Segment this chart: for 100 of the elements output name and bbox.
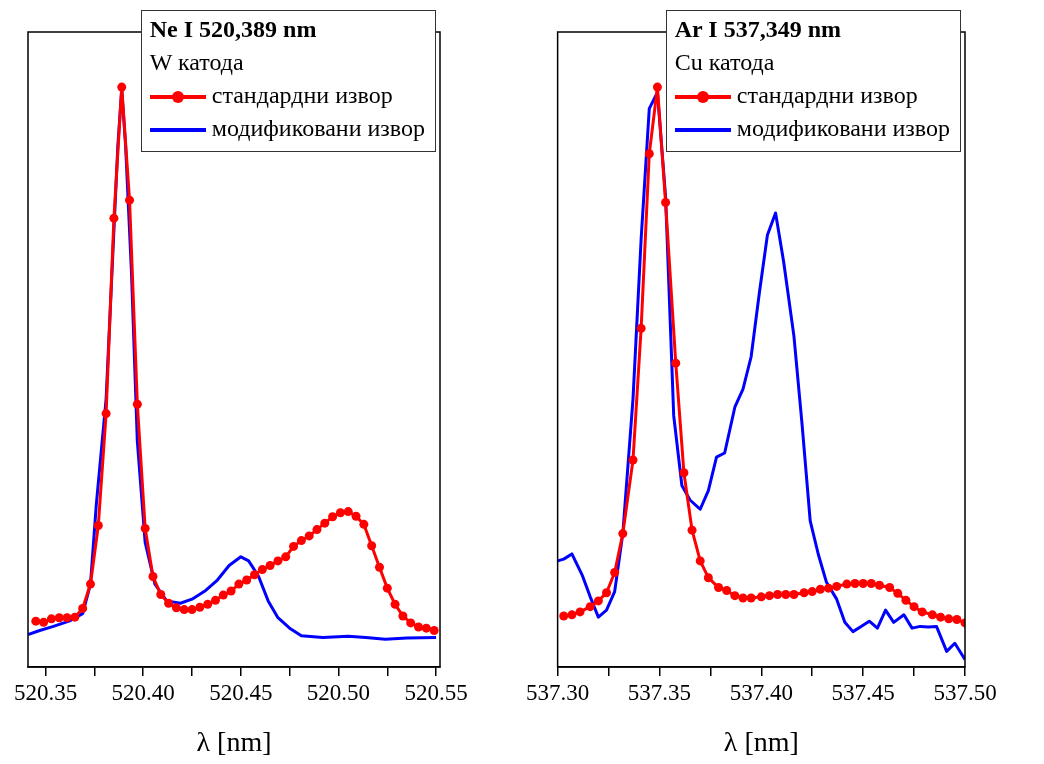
point bbox=[714, 583, 724, 593]
point bbox=[125, 195, 135, 205]
point bbox=[328, 512, 338, 522]
point bbox=[756, 592, 766, 602]
point bbox=[789, 590, 799, 600]
legend-label: стандардни извор bbox=[735, 81, 919, 110]
point bbox=[559, 611, 569, 621]
point bbox=[585, 602, 595, 612]
point bbox=[296, 536, 306, 546]
point bbox=[304, 531, 314, 541]
point bbox=[210, 595, 220, 605]
legend-label: модификовани извор bbox=[210, 114, 425, 143]
point bbox=[807, 587, 817, 597]
point bbox=[832, 581, 842, 591]
point bbox=[179, 605, 189, 615]
point bbox=[738, 593, 748, 603]
point bbox=[866, 578, 876, 588]
point bbox=[421, 623, 431, 633]
point bbox=[901, 595, 911, 605]
x-tick-label: 537.35 bbox=[627, 679, 692, 705]
point bbox=[618, 529, 628, 539]
x-tick-label: 520.50 bbox=[306, 679, 371, 705]
x-tick-label: 520.55 bbox=[404, 679, 468, 705]
point bbox=[406, 618, 416, 628]
point bbox=[312, 525, 322, 535]
point bbox=[815, 584, 825, 594]
point bbox=[414, 622, 424, 632]
x-axis-title: λ [nm] bbox=[196, 725, 272, 757]
point bbox=[936, 612, 946, 622]
point bbox=[117, 82, 127, 92]
point bbox=[567, 610, 577, 620]
x-tick-label: 537.40 bbox=[729, 679, 793, 705]
point bbox=[824, 583, 834, 593]
point bbox=[132, 399, 142, 409]
chart-title: Ne I 520,389 nm bbox=[149, 15, 318, 44]
point bbox=[927, 610, 937, 620]
point bbox=[610, 567, 620, 577]
point bbox=[320, 518, 330, 528]
x-tick-label: 537.45 bbox=[831, 679, 895, 705]
point bbox=[218, 590, 228, 600]
point bbox=[171, 603, 181, 613]
point bbox=[156, 590, 166, 600]
point bbox=[93, 521, 103, 530]
point bbox=[909, 602, 919, 612]
point bbox=[679, 468, 689, 478]
point bbox=[722, 585, 732, 595]
point bbox=[343, 507, 353, 517]
point bbox=[842, 579, 852, 589]
point bbox=[917, 607, 927, 617]
point bbox=[671, 358, 681, 368]
point bbox=[273, 556, 283, 566]
point bbox=[661, 197, 671, 207]
legend-label: модификовани извор bbox=[735, 114, 950, 143]
legend-label: стандардни извор bbox=[210, 81, 394, 110]
x-tick-label: 520.35 bbox=[13, 679, 78, 705]
point bbox=[944, 614, 954, 624]
point bbox=[687, 525, 697, 535]
point bbox=[257, 565, 267, 575]
chart-subtitle: W катода bbox=[149, 48, 245, 77]
point bbox=[164, 598, 174, 608]
point bbox=[636, 323, 646, 333]
point bbox=[952, 614, 962, 624]
point bbox=[858, 578, 868, 588]
point bbox=[250, 570, 259, 580]
point bbox=[187, 605, 197, 615]
point bbox=[746, 593, 756, 603]
x-tick-label: 537.50 bbox=[933, 679, 997, 705]
point bbox=[335, 508, 345, 518]
point bbox=[602, 588, 612, 598]
point bbox=[70, 612, 80, 622]
point bbox=[390, 599, 400, 609]
point bbox=[773, 590, 783, 600]
point bbox=[850, 578, 860, 588]
point bbox=[78, 603, 88, 613]
point bbox=[351, 511, 361, 521]
point bbox=[764, 591, 774, 601]
point bbox=[195, 602, 205, 612]
point bbox=[101, 409, 111, 419]
point bbox=[148, 572, 158, 582]
point bbox=[281, 552, 291, 562]
point bbox=[429, 625, 439, 635]
point bbox=[398, 611, 408, 621]
point bbox=[652, 82, 662, 92]
point bbox=[874, 580, 884, 590]
point bbox=[54, 613, 64, 623]
point bbox=[893, 588, 903, 598]
point bbox=[593, 596, 603, 606]
point bbox=[265, 561, 275, 571]
point bbox=[39, 617, 49, 627]
x-tick-label: 520.45 bbox=[209, 679, 273, 705]
point bbox=[140, 523, 150, 533]
x-tick-label: 537.30 bbox=[526, 679, 590, 705]
point bbox=[85, 579, 95, 589]
x-axis-title: λ [nm] bbox=[723, 725, 799, 757]
point bbox=[575, 607, 585, 617]
point bbox=[367, 541, 377, 551]
point bbox=[781, 590, 791, 600]
point bbox=[289, 541, 299, 551]
point bbox=[31, 616, 41, 626]
point bbox=[382, 583, 392, 593]
